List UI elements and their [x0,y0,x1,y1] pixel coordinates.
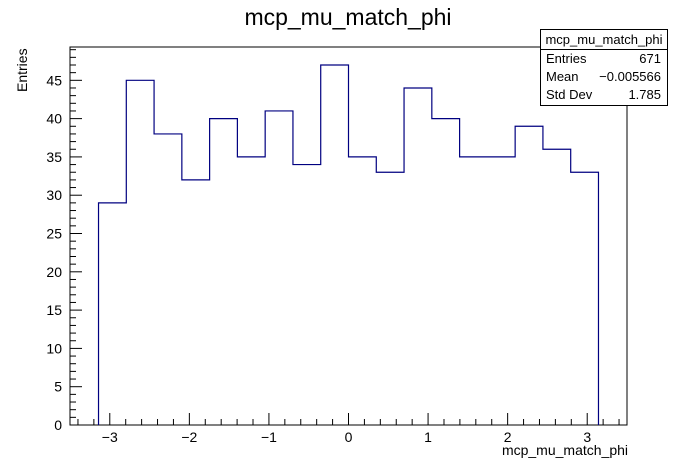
stats-value: 671 [639,51,661,66]
histogram-bin [126,80,154,425]
chart-title: mcp_mu_match_phi [244,4,452,30]
x-tick-label: −3 [102,429,118,445]
stats-key: Entries [546,51,587,66]
y-axis-label: Entries [14,48,30,92]
histogram-bin [543,149,571,425]
x-axis-label: mcp_mu_match_phi [501,442,628,458]
stats-value: −0.005566 [599,69,661,84]
histogram-bin [154,134,182,425]
stats-value: 1.785 [628,87,661,102]
histogram-bin [293,165,321,425]
y-tick-label: 10 [46,340,62,356]
y-tick-label: 15 [46,302,62,318]
y-tick-label: 5 [54,379,62,395]
x-tick-label: 3 [583,429,591,445]
histogram-bin [515,126,543,425]
histogram-bin [265,111,293,425]
y-tick-label: 0 [54,417,62,433]
stats-key: Std Dev [546,87,593,102]
y-tick-label: 25 [46,226,62,242]
x-tick-label: −1 [261,429,277,445]
stats-key: Mean [546,69,579,84]
x-tick-label: 0 [345,429,353,445]
stats-row-mean: Mean −0.005566 [541,68,667,86]
stats-title: mcp_mu_match_phi [541,30,667,50]
stats-row-stddev: Std Dev 1.785 [541,86,667,104]
histogram-bin [210,119,238,425]
histogram-line [97,64,600,425]
histogram-bin [460,157,488,425]
histogram-bin [432,119,460,425]
stats-box: mcp_mu_match_phi Entries 671 Mean −0.005… [540,29,668,106]
y-tick-label: 35 [46,149,62,165]
histogram-bin [571,172,599,425]
y-tick-label: 30 [46,187,62,203]
histogram-bin [349,157,377,425]
histogram-bin [99,203,127,425]
histogram-bin [376,172,404,425]
stats-row-entries: Entries 671 [541,50,667,68]
histogram-bin [237,157,265,425]
x-tick-label: 1 [424,429,432,445]
histogram-bin [321,65,349,425]
x-tick-label: −2 [181,429,197,445]
y-tick-label: 45 [46,72,62,88]
histogram-bin [487,157,515,425]
y-tick-label: 20 [46,264,62,280]
y-tick-label: 40 [46,111,62,127]
histogram-bin [182,180,210,425]
x-tick-label: 2 [504,429,512,445]
histogram-bin [404,88,432,425]
